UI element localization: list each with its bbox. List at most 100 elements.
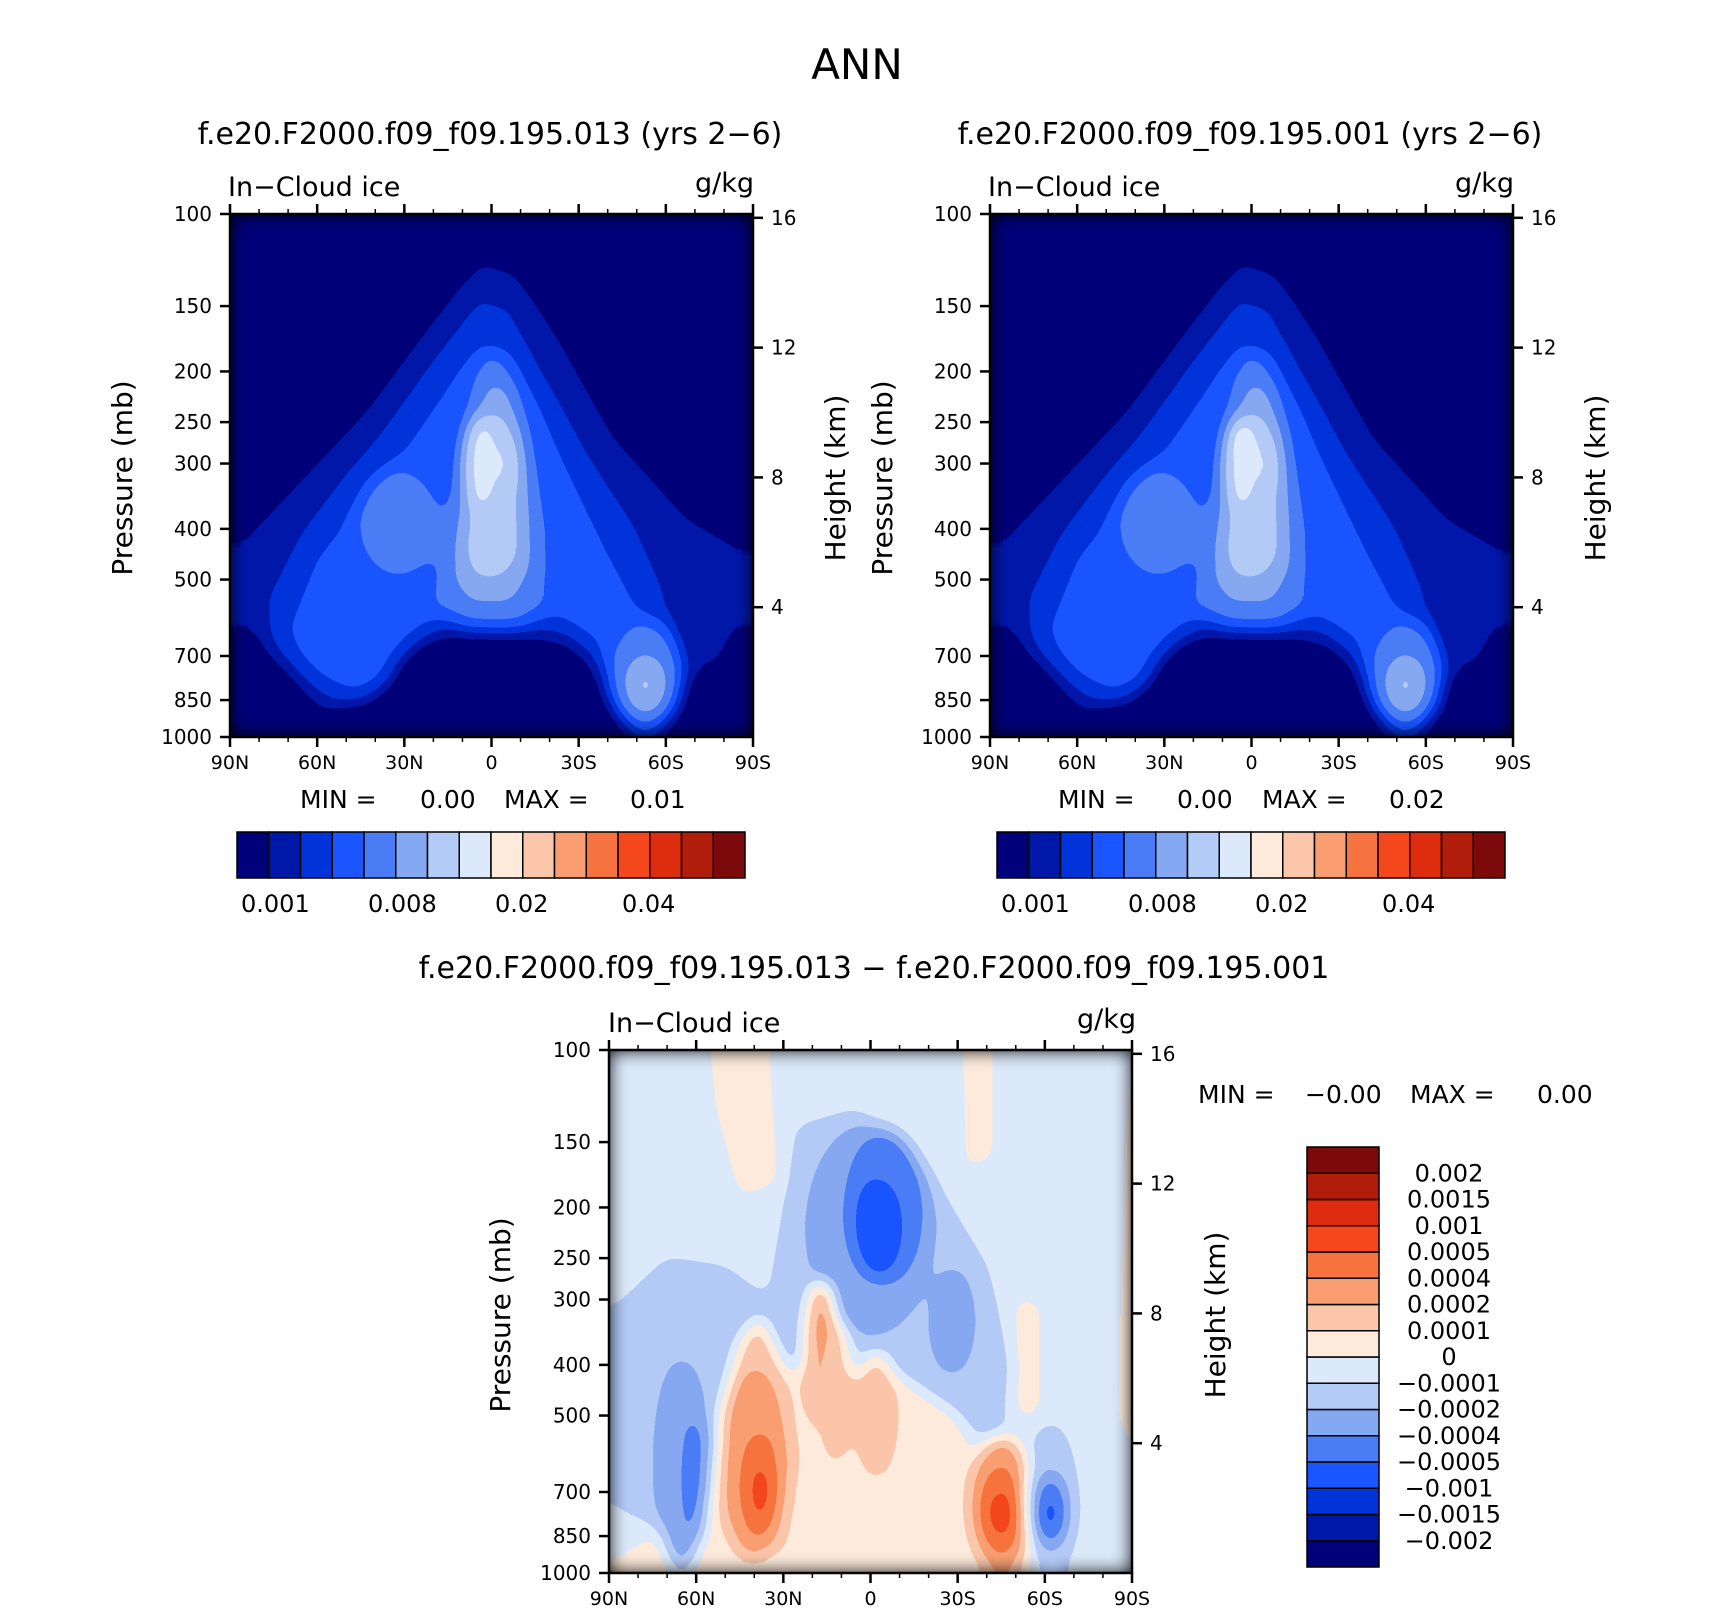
panel-a-title: f.e20.F2000.f09_f09.195.013 (yrs 2−6): [198, 117, 783, 152]
y-tick-label: 400: [934, 517, 972, 541]
colorbar-swatch: [1306, 1408, 1380, 1437]
panel-diff-colorbar: 0.0020.00150.0010.00050.00040.00020.0001…: [1306, 1146, 1501, 1568]
y2-tick-label: 16: [771, 206, 796, 230]
colorbar-swatch: [1282, 831, 1316, 879]
x-tick-label: 30N: [1145, 752, 1183, 774]
colorbar-swatch: [1306, 1330, 1380, 1358]
y-tick-label: 150: [174, 294, 212, 318]
x-tick-label: 30S: [1321, 752, 1357, 774]
y-tick-label: 100: [934, 202, 972, 226]
y-tick-label: 500: [934, 568, 972, 592]
colorbar-label: −0.0015: [1397, 1501, 1501, 1529]
y-tick-label: 300: [553, 1288, 591, 1312]
y-tick-label: 850: [174, 688, 212, 712]
colorbar-swatch: [1306, 1172, 1380, 1201]
colorbar-swatch: [1218, 831, 1252, 879]
colorbar-swatch: [1345, 831, 1379, 879]
panel-b-max-value: 0.02: [1389, 785, 1445, 814]
colorbar-swatch: [1123, 831, 1157, 879]
colorbar-swatch: [1028, 831, 1062, 879]
colorbar-label: −0.001: [1405, 1474, 1494, 1502]
y-tick-label: 250: [934, 410, 972, 434]
panel-b-variable: In−Cloud ice: [988, 172, 1160, 203]
y-tick-label: 300: [174, 452, 212, 476]
colorbar-label: 0.0002: [1407, 1291, 1491, 1319]
panel-diff-min-value: −0.00: [1305, 1080, 1382, 1109]
y-tick-label: 1000: [540, 1561, 591, 1585]
colorbar-label: 0.001: [1001, 890, 1070, 918]
colorbar-label: 0.008: [1128, 890, 1197, 918]
y-tick-label: 500: [174, 568, 212, 592]
panel-b-min-label: MIN =: [1058, 785, 1135, 814]
y-tick-label: 1000: [161, 725, 212, 749]
panel-a-colorbar: 0.001 0.008 0.02 0.04: [236, 831, 746, 918]
x-tick-label: 90N: [971, 752, 1009, 774]
x-tick-label: 90S: [735, 752, 771, 774]
colorbar-swatch: [395, 831, 429, 879]
colorbar-label: −0.002: [1405, 1527, 1494, 1555]
y2-tick-label: 4: [1150, 1431, 1163, 1455]
colorbar-swatch: [1306, 1225, 1380, 1253]
panel-diff-variable: In−Cloud ice: [608, 1008, 780, 1039]
colorbar-label: 0.001: [241, 890, 310, 918]
colorbar-label: 0.001: [1415, 1212, 1484, 1240]
colorbar-swatch: [299, 831, 333, 879]
y2-tick-label: 4: [1531, 595, 1544, 619]
colorbar-swatch: [1059, 831, 1093, 879]
y2-tick-label: 12: [1531, 336, 1556, 360]
panel-diff-units: g/kg: [1077, 1004, 1136, 1035]
colorbar-swatch: [1440, 831, 1474, 879]
y2-tick-label: 12: [771, 336, 796, 360]
y-tick-label: 200: [553, 1195, 591, 1219]
colorbar-label: 0.0001: [1407, 1317, 1491, 1345]
colorbar-swatch: [1306, 1382, 1380, 1411]
panel-b-max-label: MAX =: [1262, 785, 1347, 814]
figure-title: ANN: [811, 40, 903, 89]
y-tick-label: 500: [553, 1404, 591, 1428]
colorbar-label: 0: [1441, 1343, 1456, 1371]
x-tick-label: 30N: [764, 1588, 802, 1610]
colorbar-swatch: [712, 831, 746, 879]
panel_diff-field: [609, 1050, 1132, 1573]
colorbar-swatch: [996, 831, 1030, 879]
x-tick-label: 90N: [211, 752, 249, 774]
panel-b-plot: 90N 60N 30N 0 30S 60S 90S 100 150 200 250 300 400 500…: [921, 202, 1556, 774]
panel-b-y-label: Pressure (mb): [866, 380, 899, 575]
colorbar-swatch: [1306, 1513, 1380, 1542]
colorbar-swatch: [1306, 1277, 1380, 1306]
panel-a-min-label: MIN =: [300, 785, 377, 814]
y-tick-label: 150: [934, 294, 972, 318]
panel-a-max-label: MAX =: [504, 785, 589, 814]
y-tick-label: 850: [934, 688, 972, 712]
colorbar-label: −0.0001: [1397, 1369, 1501, 1397]
panel-b-units: g/kg: [1455, 168, 1514, 199]
panel-a-plot: 90N 60N 30N 0 30S 60S 90S 100 150 200 250 300 400 500…: [161, 202, 796, 774]
colorbar-swatch: [1091, 831, 1125, 879]
colorbar-swatch: [363, 831, 397, 879]
y-tick-label: 850: [553, 1524, 591, 1548]
y-tick-label: 200: [934, 359, 972, 383]
colorbar-swatch: [649, 831, 683, 879]
colorbar-label: 0.02: [1255, 890, 1308, 918]
colorbar-label: −0.0002: [1397, 1396, 1501, 1424]
x-tick-label: 60N: [298, 752, 336, 774]
panel-b-y2-label: Height (km): [1579, 395, 1612, 562]
panel-b-colorbar: 0.001 0.008 0.02 0.04: [996, 831, 1506, 918]
colorbar-swatch: [1250, 831, 1284, 879]
panel_a-field: [230, 214, 753, 737]
y-tick-label: 150: [553, 1130, 591, 1154]
colorbar-swatch: [1313, 831, 1347, 879]
panel-a-y2-label: Height (km): [819, 395, 852, 562]
colorbar-swatch: [585, 831, 619, 879]
colorbar-label: 0.0015: [1407, 1186, 1491, 1214]
colorbar-swatch: [1306, 1251, 1380, 1279]
y2-tick-label: 16: [1531, 206, 1556, 230]
y2-tick-label: 16: [1150, 1042, 1175, 1066]
colorbar-label: 0.0004: [1407, 1264, 1491, 1292]
colorbar-swatch: [1306, 1146, 1380, 1174]
colorbar-swatch: [236, 831, 270, 879]
x-tick-label: 90N: [590, 1588, 628, 1610]
y-tick-label: 400: [174, 517, 212, 541]
colorbar-swatch: [553, 831, 587, 879]
y-tick-label: 100: [174, 202, 212, 226]
